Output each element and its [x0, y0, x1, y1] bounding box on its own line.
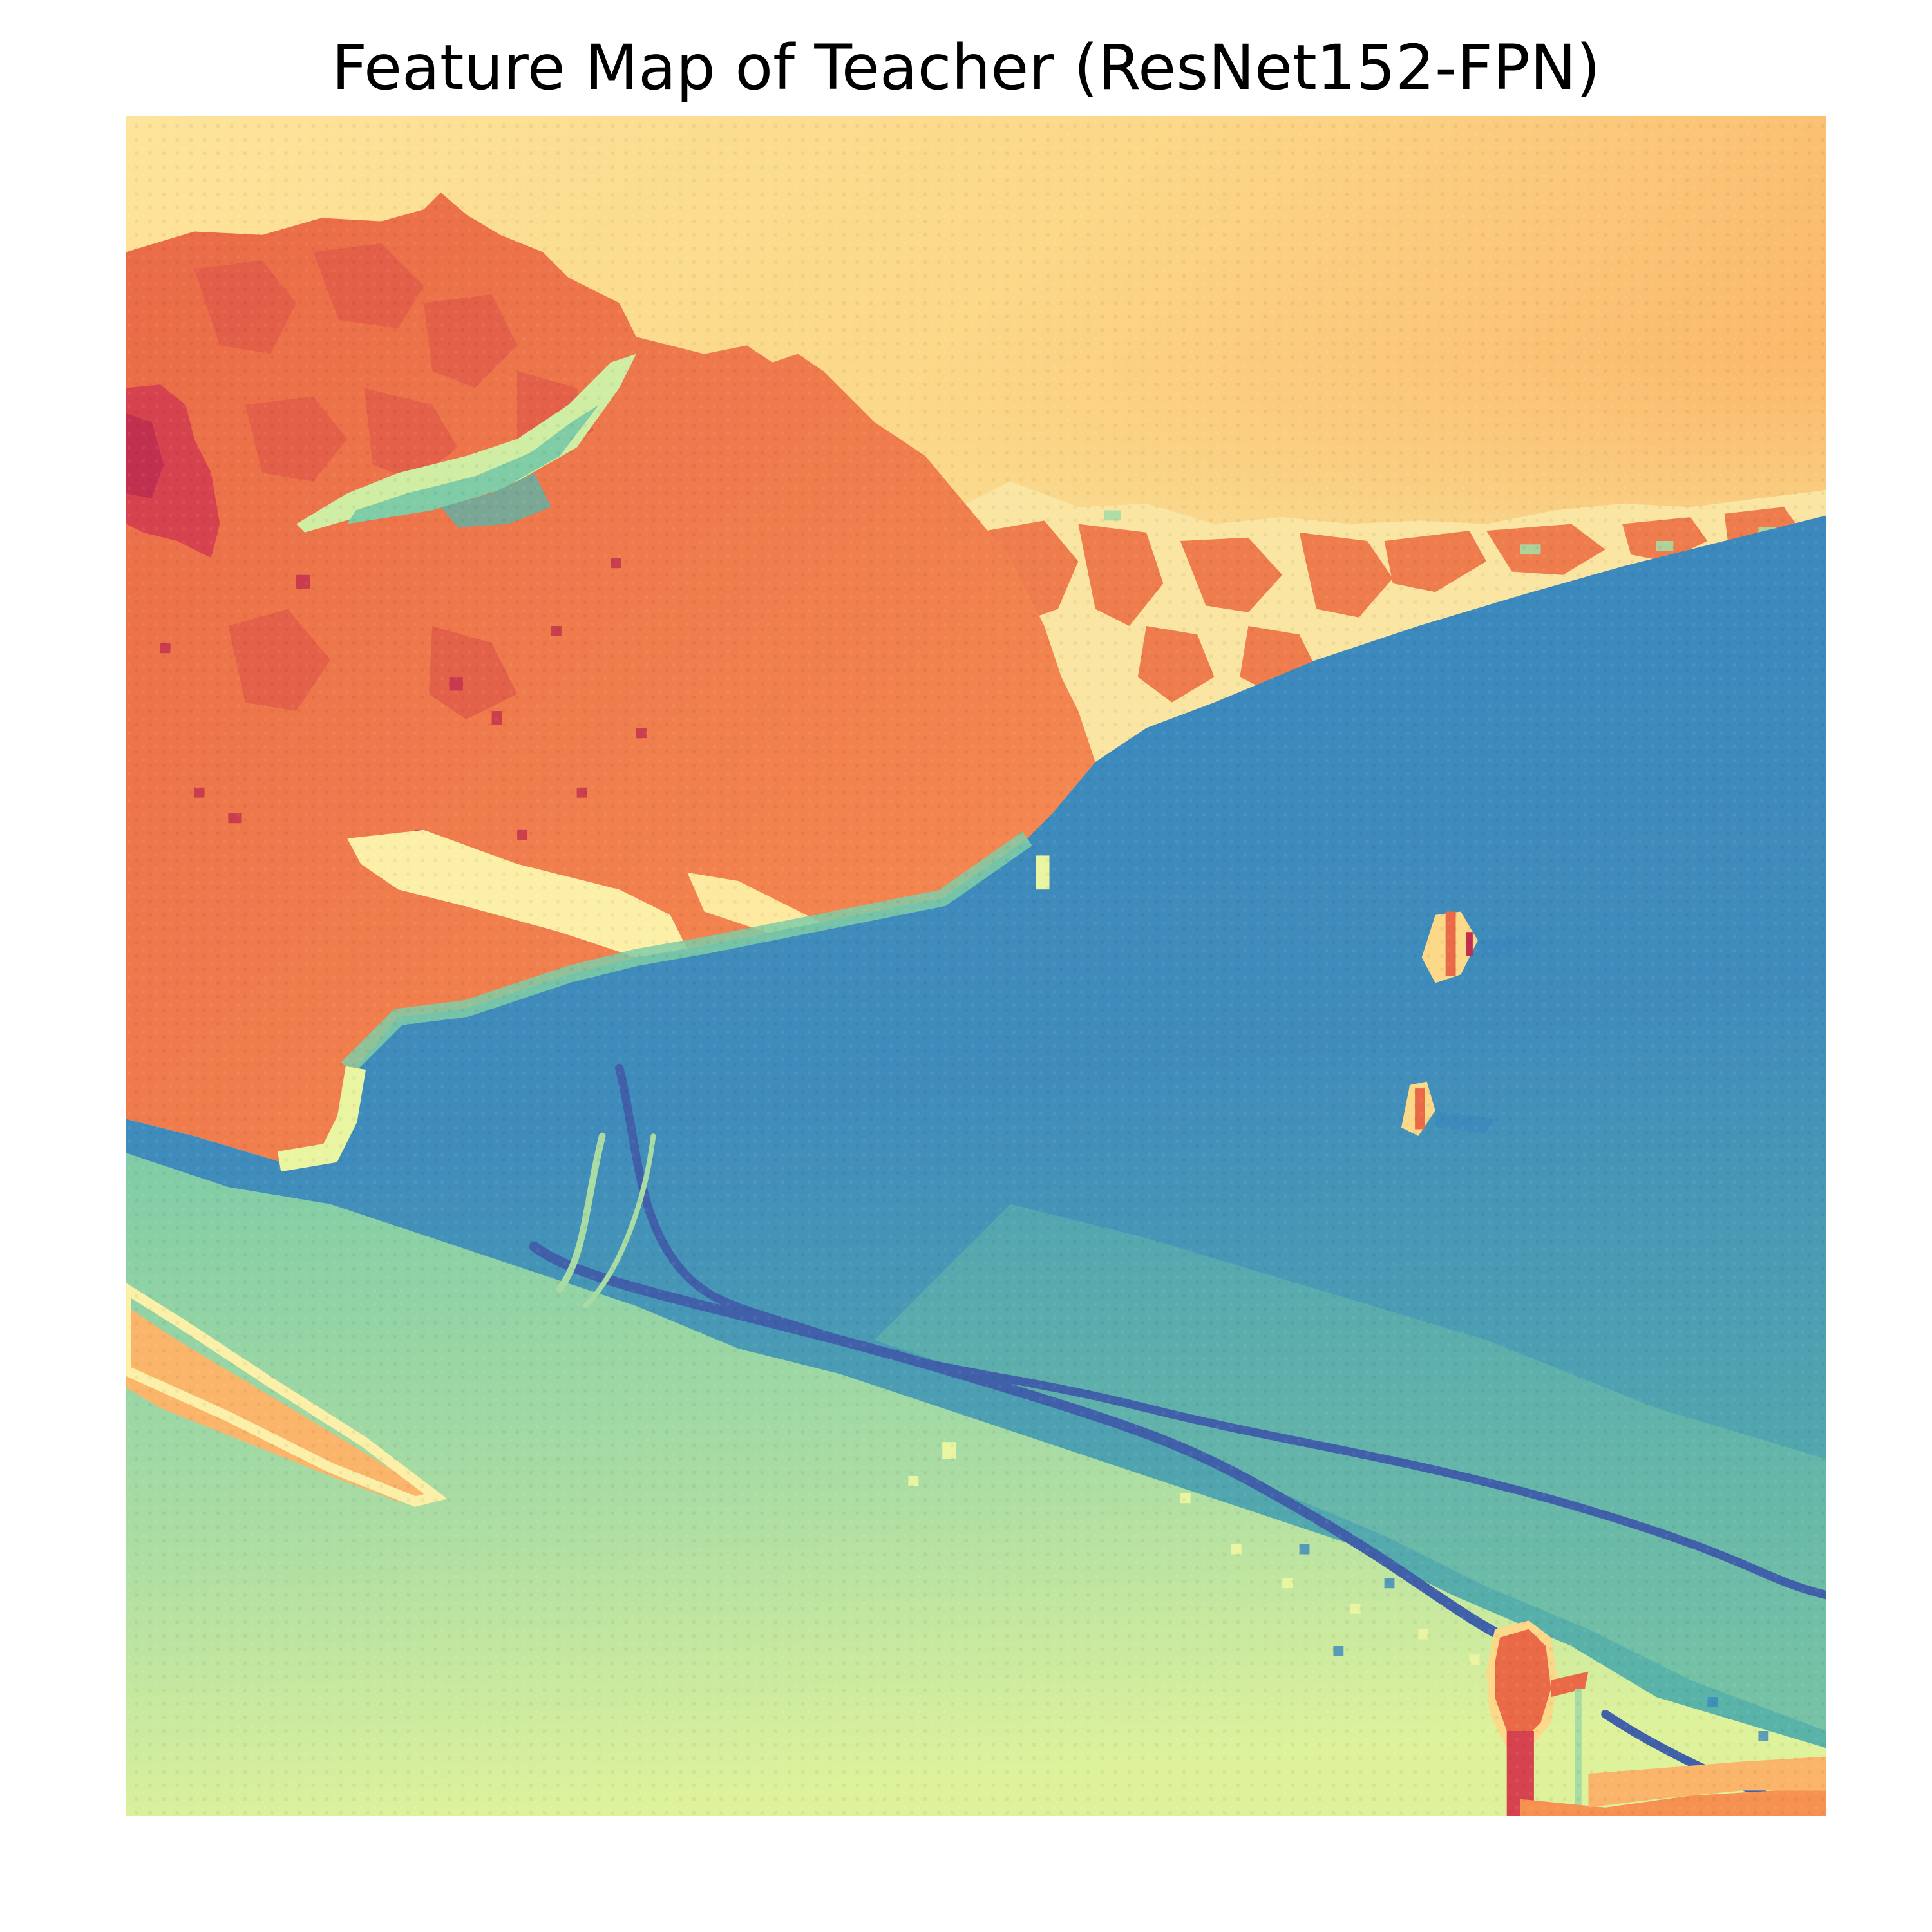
feature-map-image	[126, 116, 1826, 1816]
figure-title: Feature Map of Teacher (ResNet152-FPN)	[331, 32, 1600, 104]
feature-map-svg	[126, 116, 1826, 1816]
